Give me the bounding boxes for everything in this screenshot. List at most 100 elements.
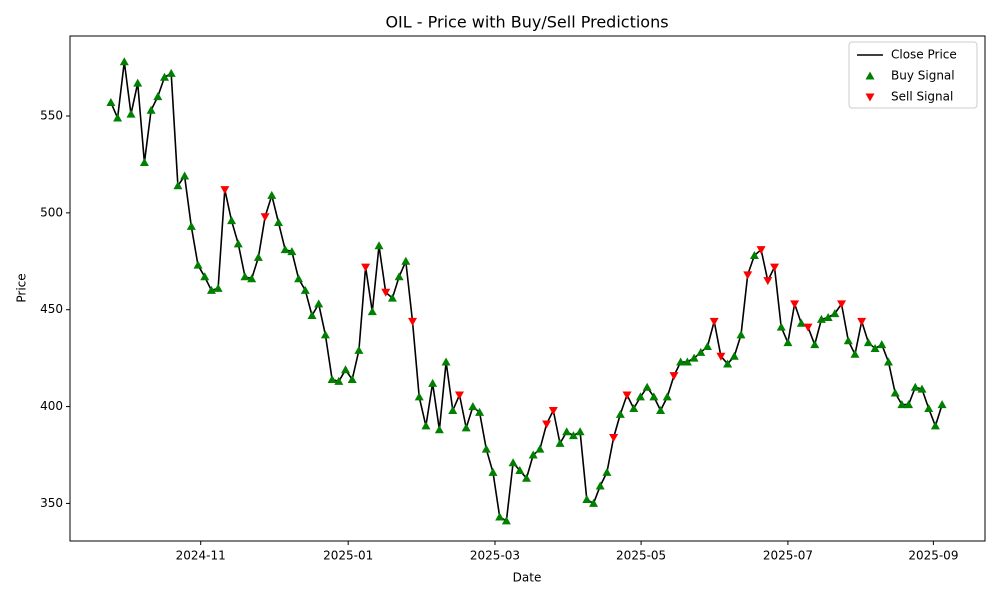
sell-marker <box>770 263 780 272</box>
buy-marker <box>589 498 599 507</box>
sell-marker <box>408 317 418 326</box>
buy-marker <box>488 467 498 476</box>
buy-marker <box>320 330 330 339</box>
buy-marker <box>153 92 163 101</box>
buy-marker <box>702 342 712 351</box>
buy-marker <box>662 392 672 401</box>
buy-marker <box>367 307 377 316</box>
buy-marker <box>501 516 511 525</box>
y-axis-label: Price <box>15 273 29 302</box>
buy-marker <box>863 338 873 347</box>
buy-marker <box>555 438 565 447</box>
buy-marker <box>113 113 123 122</box>
buy-marker <box>917 384 927 393</box>
legend-box <box>848 41 978 109</box>
buy-marker <box>126 109 136 118</box>
buy-marker <box>582 495 592 504</box>
buy-marker <box>749 250 759 259</box>
buy-marker <box>649 392 659 401</box>
buy-marker <box>253 252 263 261</box>
buy-marker <box>615 409 625 418</box>
buy-marker <box>930 421 940 430</box>
buy-marker <box>843 336 853 345</box>
buy-marker <box>481 444 491 453</box>
buy-marker <box>897 400 907 409</box>
buy-marker <box>341 365 351 374</box>
buy-marker <box>240 272 250 281</box>
buy-marker <box>776 322 786 331</box>
buy-marker <box>160 72 170 81</box>
legend-label: Close Price <box>891 48 957 62</box>
buy-marker <box>729 351 739 360</box>
buy-marker <box>682 357 692 366</box>
legend-label: Sell Signal <box>891 90 953 104</box>
x-tick-label: 2025-09 <box>908 549 958 563</box>
buy-marker <box>421 421 431 430</box>
buy-marker <box>186 221 196 230</box>
buy-marker <box>294 274 304 283</box>
buy-marker <box>193 260 203 269</box>
x-tick-label: 2025-05 <box>616 549 666 563</box>
sell-marker <box>542 420 552 429</box>
sell-marker <box>361 263 371 272</box>
buy-marker <box>434 425 444 434</box>
buy-marker <box>568 431 578 440</box>
y-tick-label: 400 <box>40 399 63 413</box>
buy-marker <box>180 171 190 180</box>
buy-marker <box>595 481 605 490</box>
sell-marker <box>622 391 632 400</box>
buy-marker <box>602 467 612 476</box>
buy-marker <box>877 340 887 349</box>
buy-marker <box>830 309 840 318</box>
buy-marker <box>904 400 914 409</box>
buy-marker <box>635 392 645 401</box>
sell-marker <box>790 300 800 309</box>
buy-marker <box>883 357 893 366</box>
buy-marker <box>280 245 290 254</box>
chart-title: OIL - Price with Buy/Sell Predictions <box>385 13 668 32</box>
sell-marker <box>220 186 230 195</box>
sell-marker <box>756 246 766 255</box>
buy-marker <box>495 512 505 521</box>
sell-marker <box>716 352 726 361</box>
sell-marker <box>381 288 391 297</box>
buy-marker <box>119 57 129 66</box>
buy-marker <box>139 157 149 166</box>
y-tick-label: 500 <box>40 205 63 219</box>
buy-marker <box>910 382 920 391</box>
buy-marker <box>287 247 297 256</box>
buy-marker <box>146 105 156 114</box>
buy-marker <box>575 427 585 436</box>
buy-marker <box>334 376 344 385</box>
buy-marker <box>387 293 397 302</box>
buy-marker <box>247 274 257 283</box>
buy-marker <box>937 400 947 409</box>
sell-marker <box>669 372 679 381</box>
buy-marker <box>676 357 686 366</box>
legend-label: Buy Signal <box>891 69 955 83</box>
buy-marker <box>166 68 176 77</box>
buy-marker <box>106 97 116 106</box>
buy-marker <box>562 427 572 436</box>
sell-marker <box>709 317 719 326</box>
buy-marker <box>213 283 223 292</box>
buy-marker <box>515 465 525 474</box>
buy-marker <box>401 256 411 265</box>
sell-marker <box>454 391 464 400</box>
buy-marker <box>267 190 277 199</box>
buy-marker <box>736 330 746 339</box>
y-tick-label: 350 <box>40 496 63 510</box>
buy-marker <box>521 473 531 482</box>
x-axis-label: Date <box>513 571 542 585</box>
buy-marker <box>924 404 934 413</box>
legend-marker <box>865 71 875 80</box>
sell-marker <box>763 277 773 286</box>
buy-marker <box>890 388 900 397</box>
plot-frame <box>69 35 986 542</box>
buy-marker <box>273 218 283 227</box>
buy-marker <box>233 239 243 248</box>
buy-marker <box>133 78 143 87</box>
buy-marker <box>300 285 310 294</box>
